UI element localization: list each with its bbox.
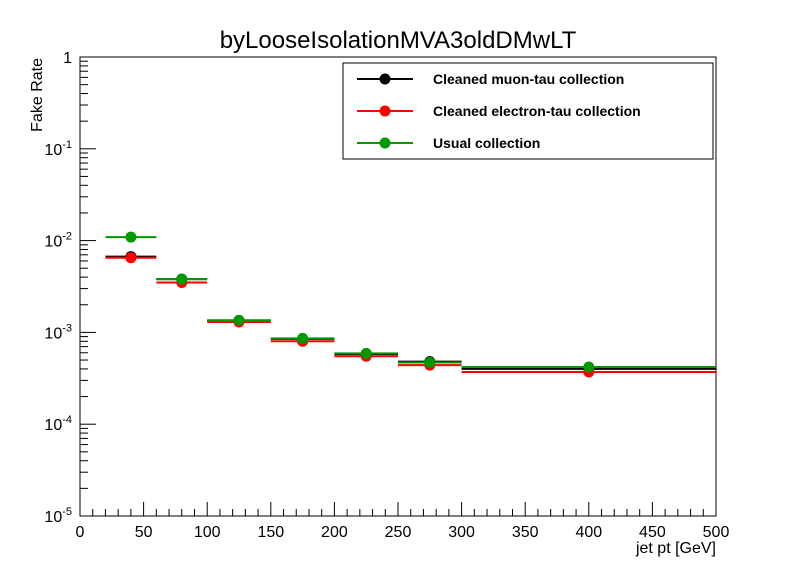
data-point bbox=[125, 252, 137, 264]
x-tick-label: 500 bbox=[703, 524, 730, 541]
chart-title: byLooseIsolationMVA3oldDMwLT bbox=[220, 27, 577, 54]
y-tick-label: 10-2 bbox=[44, 231, 72, 251]
data-point bbox=[297, 332, 309, 344]
y-tick-label: 1 bbox=[63, 50, 72, 67]
legend-label: Cleaned electron-tau collection bbox=[433, 103, 641, 119]
data-point bbox=[125, 231, 137, 243]
x-tick-label: 300 bbox=[448, 524, 475, 541]
x-tick-label: 150 bbox=[257, 524, 284, 541]
series-3 bbox=[105, 231, 716, 373]
y-tick-label: 10-1 bbox=[44, 139, 72, 159]
legend-marker bbox=[379, 137, 391, 149]
legend-marker bbox=[379, 73, 391, 85]
legend-label: Usual collection bbox=[433, 135, 540, 151]
x-tick-label: 100 bbox=[194, 524, 221, 541]
legend-marker bbox=[379, 105, 391, 117]
series-1 bbox=[105, 251, 716, 375]
x-axis: 0 50 100 150 200 250 300 350 400 450 500 bbox=[76, 502, 730, 541]
x-axis-label: jet pt [GeV] bbox=[635, 540, 716, 557]
y-axis-label: Fake Rate bbox=[29, 58, 46, 132]
y-axis: 1 10-1 10-2 10-3 10-4 10-5 bbox=[44, 50, 96, 526]
x-tick-label: 350 bbox=[512, 524, 539, 541]
legend-label: Cleaned muon-tau collection bbox=[433, 71, 624, 87]
legend: Cleaned muon-tau collection Cleaned elect… bbox=[342, 62, 714, 160]
data-point bbox=[233, 314, 245, 326]
x-tick-label: 50 bbox=[135, 524, 153, 541]
y-tick-label: 10-4 bbox=[44, 414, 72, 434]
y-tick-label: 10-5 bbox=[44, 506, 72, 526]
data-point bbox=[360, 347, 372, 359]
x-tick-label: 0 bbox=[76, 524, 85, 541]
series-2 bbox=[105, 252, 716, 378]
x-tick-label: 200 bbox=[321, 524, 348, 541]
data-point bbox=[176, 273, 188, 285]
x-tick-label: 400 bbox=[575, 524, 602, 541]
series-layer bbox=[105, 231, 716, 378]
data-point bbox=[424, 357, 436, 369]
x-tick-label: 250 bbox=[385, 524, 412, 541]
data-point bbox=[583, 361, 595, 373]
y-tick-label: 10-3 bbox=[44, 322, 72, 342]
x-tick-label: 450 bbox=[639, 524, 666, 541]
